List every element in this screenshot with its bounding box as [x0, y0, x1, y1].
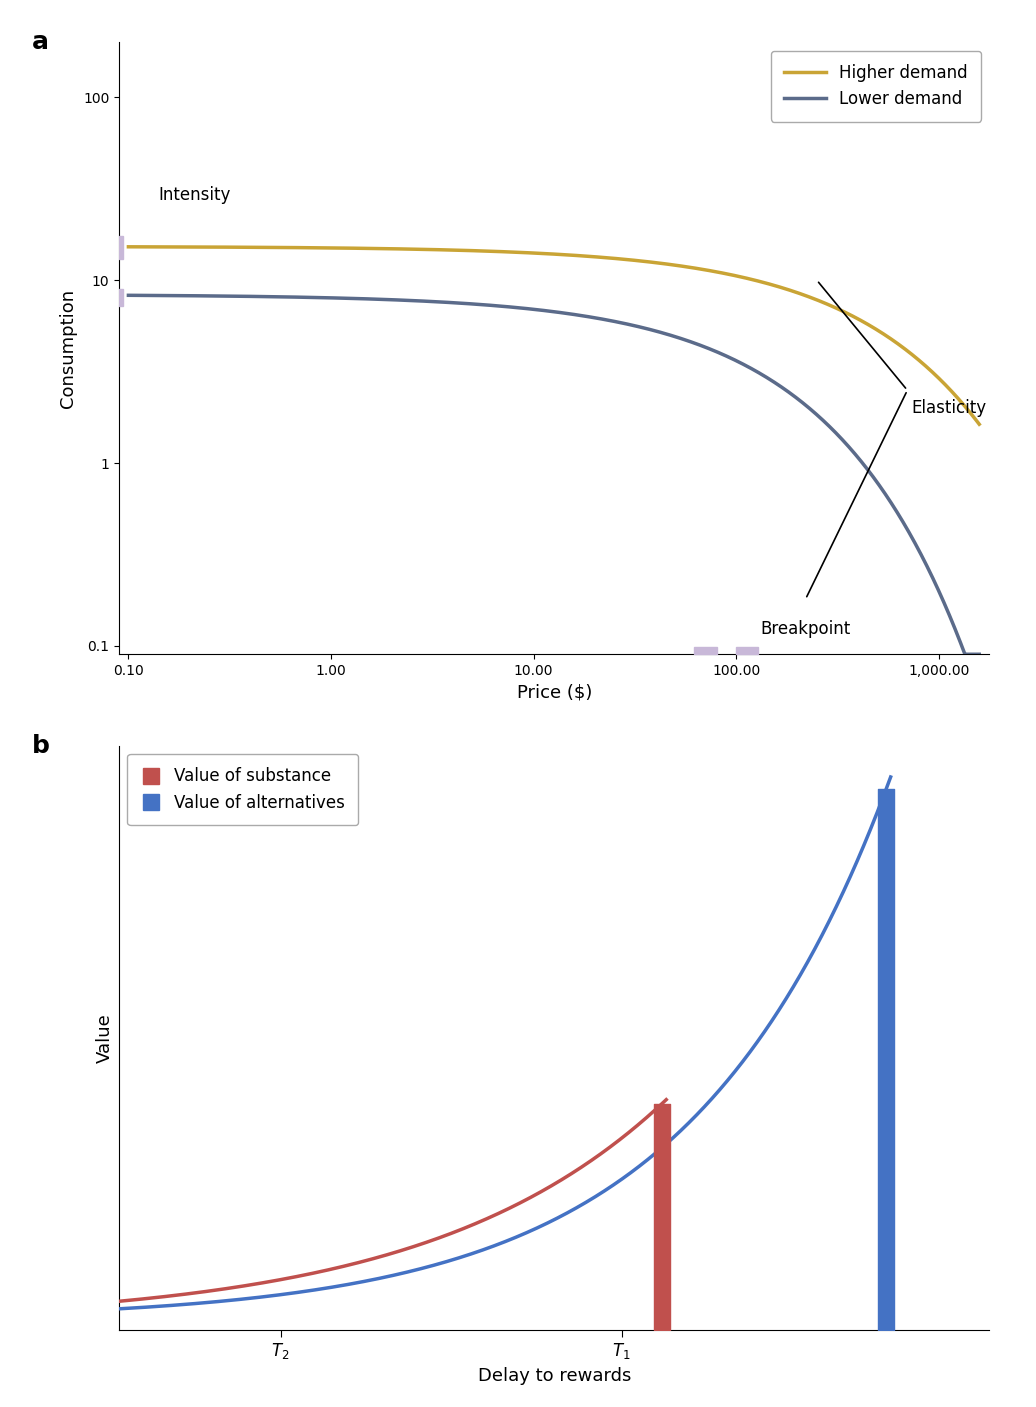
- Text: Breakpoint: Breakpoint: [760, 620, 851, 639]
- Y-axis label: Value: Value: [95, 1013, 114, 1062]
- X-axis label: Delay to rewards: Delay to rewards: [478, 1368, 631, 1384]
- Bar: [694, 647, 717, 654]
- Legend: Value of substance, Value of alternatives: Value of substance, Value of alternative…: [127, 754, 358, 825]
- Bar: [737, 647, 758, 654]
- Y-axis label: Consumption: Consumption: [59, 288, 78, 408]
- Legend: Higher demand, Lower demand: Higher demand, Lower demand: [771, 51, 981, 121]
- Text: Elasticity: Elasticity: [911, 400, 986, 416]
- Text: Intensity: Intensity: [159, 186, 230, 204]
- X-axis label: Price ($): Price ($): [517, 684, 592, 702]
- Text: b: b: [32, 734, 50, 758]
- Bar: [119, 236, 122, 259]
- Text: a: a: [32, 30, 49, 53]
- Bar: [119, 290, 122, 307]
